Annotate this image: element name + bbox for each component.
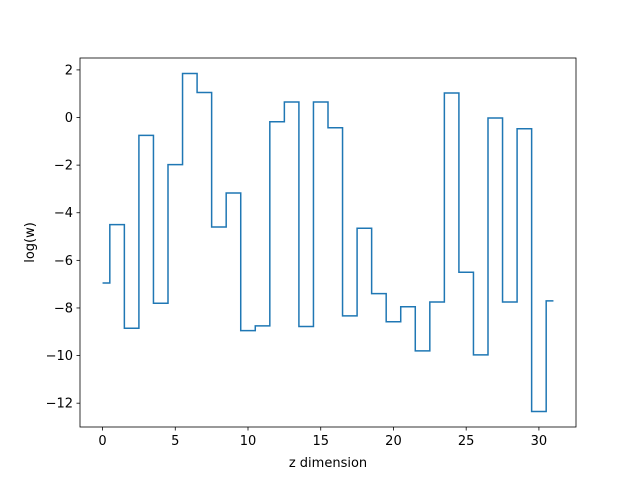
y-tick-label: −2 xyxy=(54,159,73,174)
x-axis-label: z dimension xyxy=(289,456,367,471)
series-line-0 xyxy=(102,72,554,413)
y-tick-label: −4 xyxy=(54,206,73,221)
x-tick-label: 10 xyxy=(240,434,257,449)
y-tick-label: −6 xyxy=(54,254,73,269)
x-tick-label: 5 xyxy=(171,434,179,449)
axes-frame xyxy=(79,57,577,428)
y-tick-label: 0 xyxy=(65,111,73,126)
x-tick-label: 30 xyxy=(531,434,548,449)
x-tick-label: 25 xyxy=(458,434,475,449)
x-tick-label: 15 xyxy=(312,434,329,449)
plot-area xyxy=(102,72,554,413)
y-tick-label: −8 xyxy=(54,301,73,316)
axes: 0 5 10 15 20 25 30 −12 −10 −8 −6 −4 −2 0 2 xyxy=(46,57,577,449)
y-tick-label: −12 xyxy=(46,397,73,412)
y-tick-label: −10 xyxy=(46,349,73,364)
x-tick-label: 0 xyxy=(98,434,106,449)
y-axis-label: log(w) xyxy=(23,222,38,263)
x-tick-label: 20 xyxy=(385,434,402,449)
y-tick-label: 2 xyxy=(65,63,73,78)
